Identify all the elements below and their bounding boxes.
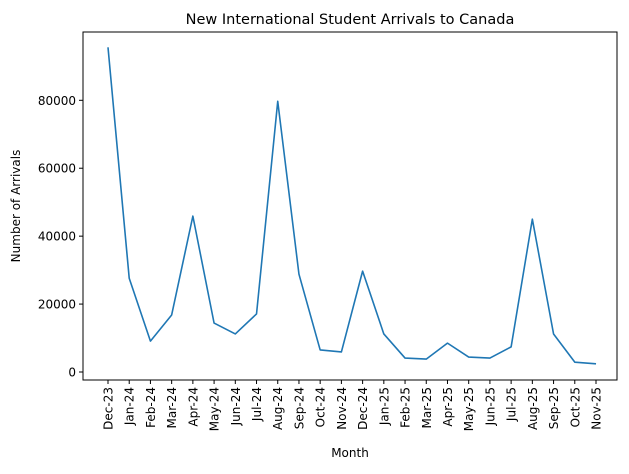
x-axis-label: Month	[331, 446, 369, 460]
x-tick-label: Jun-24	[229, 387, 243, 426]
x-tick-label: Jul-25	[505, 387, 519, 422]
y-axis-label: Number of Arrivals	[9, 150, 23, 263]
x-tick-label: Mar-24	[165, 387, 179, 428]
x-tick-label: May-24	[208, 387, 222, 431]
x-tick-label: Jan-25	[377, 387, 391, 426]
x-tick-label: Oct-24	[314, 387, 328, 427]
plot-frame	[83, 32, 617, 380]
x-tick-label: Apr-24	[186, 387, 200, 427]
x-tick-label: May-25	[462, 387, 476, 431]
y-tick-label: 60000	[38, 162, 76, 176]
x-tick-label: Dec-23	[102, 387, 116, 430]
x-tick-label: Apr-25	[441, 387, 455, 427]
x-tick-label: Aug-24	[271, 387, 285, 430]
series-line	[108, 47, 596, 364]
x-tick-label: Feb-25	[399, 387, 413, 428]
x-tick-label: Jan-24	[123, 387, 137, 426]
x-tick-label: Jun-25	[483, 387, 497, 426]
x-tick-label: Dec-24	[356, 387, 370, 430]
x-tick-label: Aug-25	[526, 387, 540, 430]
y-tick-label: 40000	[38, 230, 76, 244]
x-tick-label: Nov-24	[335, 387, 349, 430]
x-tick-label: Nov-25	[590, 387, 604, 430]
x-tick-label: Feb-24	[144, 387, 158, 428]
y-tick-label: 80000	[38, 94, 76, 108]
x-tick-label: Mar-25	[420, 387, 434, 428]
x-tick-label: Oct-25	[568, 387, 582, 427]
y-tick-label: 20000	[38, 298, 76, 312]
x-tick-label: Jul-24	[250, 387, 264, 422]
chart-title: New International Student Arrivals to Ca…	[186, 12, 515, 28]
x-tick-label: Sep-25	[547, 387, 561, 429]
x-tick-label: Sep-24	[292, 387, 306, 429]
y-tick-label: 0	[68, 366, 76, 380]
